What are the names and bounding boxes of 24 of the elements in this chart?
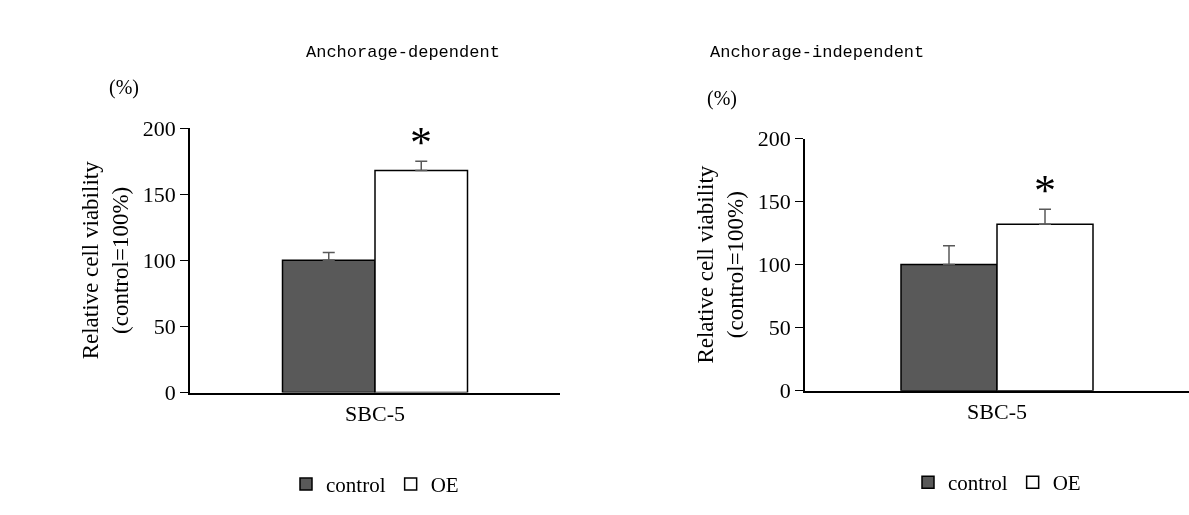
text: (%) [707, 87, 737, 110]
legend-label: OE [1052, 471, 1081, 496]
chart-title: Anchorage-independent [710, 43, 925, 62]
y-tick-label: 0 [164, 380, 176, 406]
y-tick-label: 200 [757, 126, 791, 152]
annotation: * [1034, 166, 1056, 215]
y-tick-label: 0 [779, 378, 791, 404]
y-tick-label: 50 [153, 314, 176, 340]
text: (%) [109, 76, 139, 99]
annotation: * [410, 118, 432, 167]
legend-label: control [948, 471, 1008, 496]
legend-label: OE [430, 473, 459, 498]
y-tick-label: 100 [142, 248, 176, 274]
legend-label: control [326, 473, 386, 498]
y-tick-label: 200 [142, 115, 176, 141]
chart-title: Anchorage-dependent [306, 43, 500, 62]
y-tick-label: 50 [768, 315, 791, 341]
y-tick-label: 150 [142, 181, 176, 207]
y-axis-title: Relative cell viability (control=100%) [77, 160, 133, 360]
y-tick-label: 150 [757, 189, 791, 215]
x-tick-label: SBC-5 [967, 398, 1027, 424]
y-axis-title: Relative cell viability (control=100%) [692, 165, 748, 364]
x-tick-label: SBC-5 [345, 400, 405, 426]
y-tick-label: 100 [757, 252, 791, 278]
